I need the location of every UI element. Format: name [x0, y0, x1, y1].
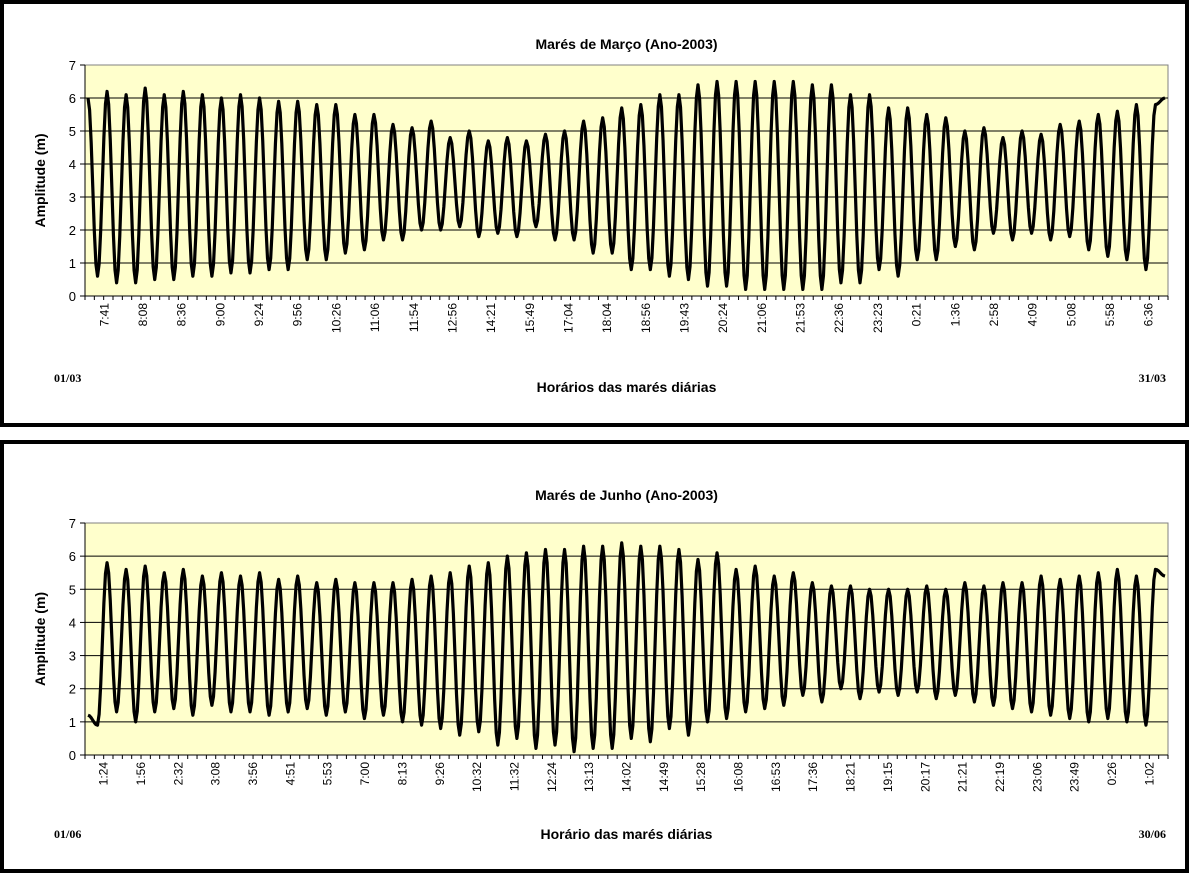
march-x-tick-label: 21:06: [755, 303, 769, 333]
june-chart-title: Marés de Junho (Ano-2003): [535, 487, 718, 503]
march-x-tick-label: 19:43: [678, 303, 692, 333]
june-x-tick-label: 23:49: [1068, 762, 1082, 792]
march-x-tick-label: 4:09: [1026, 303, 1040, 327]
june-tide-chart-panel: 0 1 2 3 4 5 6 7 1:24 1:56 2:32 3:08 3:56 4:51 5:53 7:00…: [0, 440, 1189, 873]
june-x-tick-label: 17:36: [806, 762, 820, 792]
march-tide-line: [86, 79, 1166, 291]
march-x-tick-label: 18:56: [639, 303, 653, 333]
march-y-tick-label: 0: [69, 289, 76, 304]
june-x-tick-label: 20:17: [918, 762, 932, 792]
march-x-tick-label: 17:04: [561, 303, 575, 333]
june-x-tick-label: 18:21: [844, 762, 858, 792]
march-x-tick-label: 5:08: [1064, 303, 1078, 327]
march-x-tick-label: 14:21: [484, 303, 498, 333]
march-start-date-label: 01/03: [54, 371, 81, 385]
june-x-tick-label: 8:13: [395, 762, 409, 786]
june-x-tick-label: 0:26: [1105, 762, 1119, 786]
june-y-tick-label: 4: [69, 615, 76, 630]
june-y-tick-label: 0: [69, 748, 76, 763]
june-x-axis-label: Horário das marés diárias: [541, 826, 713, 842]
june-y-tick-label: 7: [69, 516, 76, 531]
march-x-tick-label: 2:58: [987, 303, 1001, 327]
march-x-tick-label: 8:36: [175, 303, 189, 327]
june-x-tick-label: 3:08: [209, 762, 223, 786]
march-x-tick-label: 11:06: [368, 303, 382, 332]
june-x-tick-label: 3:56: [246, 762, 260, 786]
june-y-tick-label: 5: [69, 582, 76, 597]
march-tide-chart: 0 1 2 3 4 5 6 7 7:41 8:08 8:36 9:00 9:24 9:56 10:26 11:…: [32, 36, 1169, 395]
march-y-tick-label: 4: [69, 157, 76, 172]
june-x-tick-label: 1:56: [134, 762, 148, 786]
march-y-tick-label: 7: [69, 58, 76, 73]
june-tide-chart: 0 1 2 3 4 5 6 7 1:24 1:56 2:32 3:08 3:56 4:51 5:53 7:00…: [32, 487, 1169, 842]
march-y-axis-label: Amplitude (m): [32, 133, 48, 227]
march-x-tick-label: 18:04: [600, 303, 614, 333]
march-x-tick-label: 6:36: [1142, 303, 1156, 327]
march-x-tick-label: 15:49: [523, 303, 537, 333]
march-x-tick-label: 9:24: [252, 303, 266, 327]
march-x-tick-label: 7:41: [97, 303, 111, 327]
june-y-tick-label: 3: [69, 649, 76, 664]
march-y-tick-label: 5: [69, 124, 76, 139]
june-x-tick-label: 1:02: [1142, 762, 1156, 786]
june-x-tick-label: 12:24: [545, 762, 559, 792]
june-y-tick-label: 2: [69, 682, 76, 697]
june-x-tick-label: 14:02: [620, 762, 634, 792]
march-y-tick-label: 3: [69, 190, 76, 205]
june-x-tick-label: 4:51: [283, 762, 297, 786]
june-x-tick-label: 16:08: [732, 762, 746, 792]
march-y-tick-label: 6: [69, 91, 76, 106]
march-x-tick-label: 5:58: [1103, 303, 1117, 327]
june-start-date-label: 01/06: [54, 827, 81, 841]
june-end-date-label: 30/06: [1139, 827, 1166, 841]
june-x-tick-label: 19:15: [881, 762, 895, 792]
march-x-tick-label: 21:53: [794, 303, 808, 333]
june-x-tick-label: 21:21: [956, 762, 970, 792]
march-x-tick-label: 8:08: [136, 303, 150, 327]
june-x-tick-label: 11:32: [507, 762, 521, 791]
march-y-tick-label: 2: [69, 223, 76, 238]
june-x-tick-label: 9:26: [433, 762, 447, 786]
june-x-tick-label: 14:49: [657, 762, 671, 792]
march-x-tick-label: 0:21: [910, 303, 924, 327]
march-x-tick-label: 1:36: [948, 303, 962, 327]
june-x-tick-label: 13:13: [582, 762, 596, 792]
march-tide-chart-panel: 0 1 2 3 4 5 6 7 7:41 8:08 8:36 9:00 9:24 9:56 10:26 11:…: [0, 0, 1189, 427]
june-x-tick-label: 23:06: [1030, 762, 1044, 792]
june-x-tick-label: 15:28: [694, 762, 708, 792]
march-y-tick-label: 1: [69, 256, 76, 271]
march-x-tick-label: 9:56: [291, 303, 305, 327]
june-x-tick-label: 5:53: [321, 762, 335, 786]
june-x-tick-label: 7:00: [358, 762, 372, 786]
june-x-tick-label: 1:24: [97, 762, 111, 786]
march-x-tick-label: 20:24: [716, 303, 730, 333]
june-y-tick-label: 6: [69, 549, 76, 564]
march-x-tick-label: 23:23: [871, 303, 885, 333]
march-x-tick-label: 22:36: [832, 303, 846, 333]
march-x-tick-label: 10:26: [329, 303, 343, 333]
march-x-tick-label: 11:54: [407, 303, 421, 332]
march-x-axis-label: Horários das marés diárias: [537, 379, 717, 395]
june-x-tick-label: 2:32: [171, 762, 185, 786]
june-y-tick-label: 1: [69, 715, 76, 730]
june-x-tick-label: 10:32: [470, 762, 484, 792]
june-y-axis-label: Amplitude (m): [32, 592, 48, 686]
march-chart-title: Marés de Março (Ano-2003): [535, 36, 717, 52]
march-x-tick-label: 9:00: [213, 303, 227, 327]
march-end-date-label: 31/03: [1139, 371, 1166, 385]
june-x-tick-label: 16:53: [769, 762, 783, 792]
june-x-tick-label: 22:19: [993, 762, 1007, 792]
june-tide-line: [87, 541, 1166, 754]
march-x-tick-label: 12:56: [445, 303, 459, 333]
